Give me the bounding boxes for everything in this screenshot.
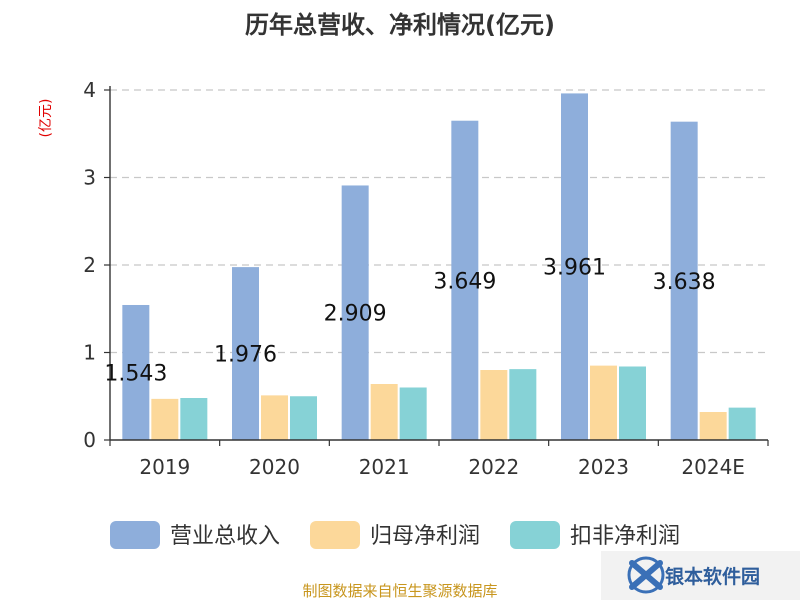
watermark-logo-icon: [627, 556, 665, 594]
bar: [480, 370, 508, 440]
legend-label: 营业总收入: [170, 524, 280, 549]
tick-labels: 0 1 2 3 4 2019 2020 2021 2022 2023 2024E: [83, 78, 745, 479]
bar: [341, 185, 369, 440]
legend-swatch: [510, 521, 560, 549]
bar: [370, 384, 398, 440]
data-label: 3.638: [653, 270, 716, 295]
x-tick-label: 2022: [468, 455, 519, 479]
y-axis-label: (亿元): [38, 99, 54, 138]
bar: [232, 267, 259, 440]
y-tick-label: 2: [83, 253, 96, 277]
bar: [180, 398, 208, 440]
bar: [699, 412, 727, 440]
data-label: 1.543: [104, 361, 167, 386]
axes: [104, 86, 769, 446]
legend-label: 归母净利润: [370, 524, 480, 549]
bar: [290, 396, 317, 440]
y-tick-label: 0: [83, 428, 96, 452]
legend: 营业总收入 归母净利润 扣非净利润: [110, 521, 680, 549]
legend-swatch: [110, 521, 160, 549]
bar: [670, 121, 698, 441]
source-note: 制图数据来自恒生聚源数据库: [302, 582, 497, 600]
chart-title: 历年总营收、净利情况(亿元): [245, 11, 555, 39]
data-label: 3.649: [433, 269, 496, 294]
bars: [122, 93, 756, 441]
grid-lines: [110, 89, 768, 354]
bar: [728, 407, 756, 440]
bar: [561, 93, 588, 440]
data-label: 2.909: [324, 302, 387, 327]
x-tick-label: 2020: [249, 455, 300, 479]
legend-swatch: [310, 521, 360, 549]
bar: [122, 304, 150, 440]
y-tick-label: 4: [83, 78, 96, 102]
x-tick-label: 2019: [139, 455, 190, 479]
bar: [509, 369, 537, 440]
bar: [451, 120, 479, 441]
data-label: 1.976: [214, 343, 277, 368]
bar: [261, 395, 288, 440]
x-tick-label: 2021: [359, 455, 410, 479]
bar: [399, 387, 427, 440]
legend-label: 扣非净利润: [570, 524, 680, 549]
x-tick-label: 2024E: [681, 455, 745, 479]
bar: [151, 398, 179, 440]
bar: [590, 365, 617, 440]
x-tick-label: 2023: [578, 455, 629, 479]
watermark-background: [601, 551, 800, 600]
y-tick-label: 3: [83, 166, 96, 190]
data-labels: 1.543 1.976 2.909 3.649 3.961 3.638: [104, 256, 715, 387]
watermark-text: 银本软件园: [665, 565, 760, 588]
y-tick-label: 1: [83, 341, 96, 365]
data-label: 3.961: [543, 256, 606, 281]
watermark: 银本软件园: [601, 551, 800, 600]
bar: [619, 366, 646, 440]
